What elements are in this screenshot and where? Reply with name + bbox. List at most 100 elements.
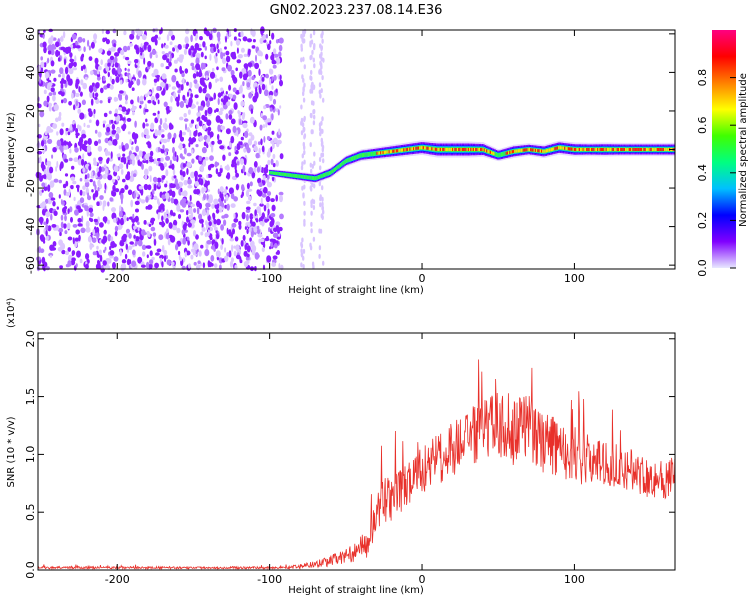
ridge-peak [489,150,492,154]
noise-cell [240,259,243,264]
ridge-peak [436,147,438,151]
noise-cell [196,101,199,105]
noise-cell [50,69,56,74]
colorbar-gradient [712,30,736,268]
noise-cell [203,187,207,192]
ridge-peak [411,147,414,151]
ridge-peak [542,149,544,153]
noise-cell [96,201,100,206]
ridge-peak [539,149,542,153]
snr-background [38,333,675,570]
noise-cell [77,140,83,147]
noise-cell [46,166,51,174]
noise-cell [69,124,73,131]
ridge-peak [587,148,589,151]
noise-cell [300,165,304,171]
noise-cell [219,167,223,174]
noise-cell [69,148,72,154]
noise-cell [275,160,279,167]
noise-cell [97,70,100,75]
noise-cell [98,65,102,71]
noise-cell [165,83,169,91]
noise-cell [189,122,193,128]
noise-cell [48,252,54,257]
noise-cell [43,62,47,68]
noise-cell [179,65,183,73]
noise-cell [279,213,284,220]
noise-cell [129,159,133,165]
noise-cell [151,87,155,93]
noise-cell [71,251,74,257]
noise-cell [102,216,108,223]
ridge-cell [308,175,310,180]
noise-cell [74,147,79,153]
ridge-cell [341,162,343,167]
noise-cell [58,194,61,199]
noise-cell [232,125,237,133]
ridge-peak [619,148,621,151]
noise-cell [162,138,168,144]
noise-cell [71,165,75,170]
noise-cell [52,94,56,102]
noise-cell [322,57,325,63]
noise-cell [120,156,126,162]
noise-cell [215,208,220,214]
noise-cell [194,82,200,89]
ridge-cell [271,171,273,175]
noise-cell [118,145,122,150]
noise-cell [321,201,324,207]
noise-cell [319,131,322,137]
noise-cell [240,240,244,247]
noise-cell [71,257,76,262]
noise-cell [114,113,118,117]
noise-cell [102,260,107,266]
noise-cell [144,168,149,176]
ridge-peak [477,148,479,151]
ridge-peak [548,148,550,152]
noise-cell [120,168,124,175]
noise-cell [59,128,64,136]
noise-cell [242,234,246,241]
noise-cell [69,52,73,58]
noise-cell [250,134,255,141]
noise-cell [161,244,165,253]
ridge-cell [326,172,328,176]
noise-cell [83,46,86,53]
y-tick-label: 0.5 [24,503,37,521]
noise-cell [98,139,101,144]
noise-cell [318,253,321,259]
ridge-cell [363,153,365,157]
noise-cell [258,147,261,155]
ridge-cell [339,163,342,168]
noise-cell [76,45,81,49]
noise-cell [44,71,50,79]
noise-cell [50,197,56,201]
ridge-cell [337,165,339,169]
noise-cell [244,244,248,251]
noise-cell [166,58,170,63]
noise-cell [309,42,312,48]
noise-cell [96,232,99,240]
noise-cell [38,246,41,254]
noise-cell [91,189,94,193]
noise-cell [246,245,251,253]
noise-cell [313,63,316,69]
ridge-peak [463,148,465,151]
noise-cell [118,107,122,111]
ridge-cell [288,173,290,177]
noise-cell [139,100,144,105]
ridge-peak [381,151,383,155]
noise-cell [205,30,210,37]
noise-cell [106,50,112,56]
noise-cell [191,158,195,164]
ridge-peak [543,149,545,153]
noise-cell [235,254,241,260]
noise-cell [55,41,60,48]
ridge-peak [406,147,409,151]
noise-cell [163,249,168,256]
ridge-peak [641,148,643,151]
ridge-peak [562,146,565,150]
noise-cell [163,162,168,168]
ridge-cell [321,174,323,178]
noise-cell [224,199,227,204]
